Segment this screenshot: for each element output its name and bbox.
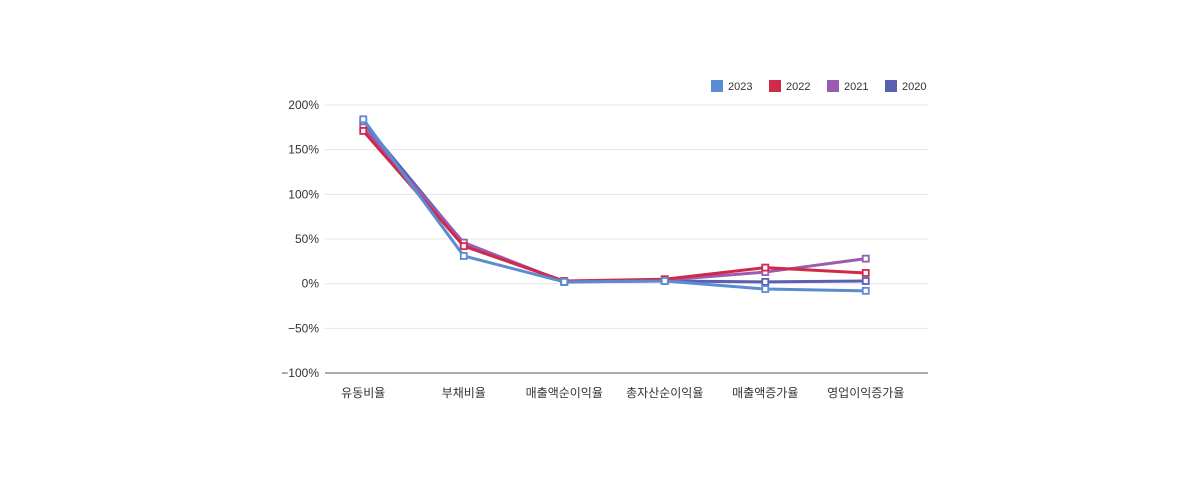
y-tick-label: −100% — [281, 366, 319, 380]
data-point[interactable] — [761, 285, 770, 293]
legend-swatch — [769, 80, 781, 92]
legend-item-2022[interactable]: 2022 — [769, 80, 810, 93]
y-tick-label: 150% — [288, 143, 319, 157]
legend-label: 2020 — [902, 81, 926, 93]
legend-swatch — [827, 80, 839, 92]
y-tick-label: 50% — [295, 232, 319, 246]
y-tick-label: 0% — [302, 277, 320, 291]
series-2022 — [359, 127, 870, 285]
legend-item-2020[interactable]: 2020 — [885, 80, 926, 93]
x-tick-label: 총자산순이익율 — [626, 386, 703, 400]
x-tick-label: 영업이익증가율 — [827, 386, 904, 400]
data-point[interactable] — [761, 263, 770, 272]
data-point[interactable] — [861, 277, 870, 285]
data-point[interactable] — [459, 252, 468, 260]
data-point[interactable] — [560, 277, 569, 286]
legend-item-2023[interactable]: 2023 — [711, 80, 752, 93]
data-point[interactable] — [660, 277, 669, 285]
legend-swatch — [885, 80, 897, 92]
data-point[interactable] — [761, 277, 770, 286]
data-point[interactable] — [459, 242, 468, 251]
series-2021 — [359, 123, 870, 286]
series-line — [362, 121, 866, 284]
data-point[interactable] — [861, 254, 870, 263]
y-tick-label: 200% — [288, 98, 319, 112]
legend-label: 2022 — [786, 81, 810, 93]
series-line — [362, 126, 866, 284]
y-tick-label: −50% — [288, 321, 319, 335]
series-line — [362, 118, 866, 293]
legend-label: 2021 — [844, 81, 868, 93]
y-tick-label: 100% — [288, 187, 319, 201]
x-tick-label: 매출액순이익율 — [526, 386, 603, 400]
data-point[interactable] — [359, 115, 368, 124]
x-tick-label: 부채비율 — [442, 386, 486, 400]
series-2023 — [359, 115, 870, 295]
data-point[interactable] — [861, 286, 870, 295]
x-tick-label: 유동비율 — [341, 386, 385, 400]
x-tick-label: 매출액증가율 — [732, 386, 798, 400]
legend-label: 2023 — [728, 81, 752, 93]
data-point[interactable] — [359, 127, 368, 135]
legend-item-2021[interactable]: 2021 — [827, 80, 868, 93]
data-point[interactable] — [861, 269, 870, 277]
series-line — [362, 129, 866, 283]
series-2020 — [359, 118, 870, 286]
legend-swatch — [711, 80, 723, 92]
